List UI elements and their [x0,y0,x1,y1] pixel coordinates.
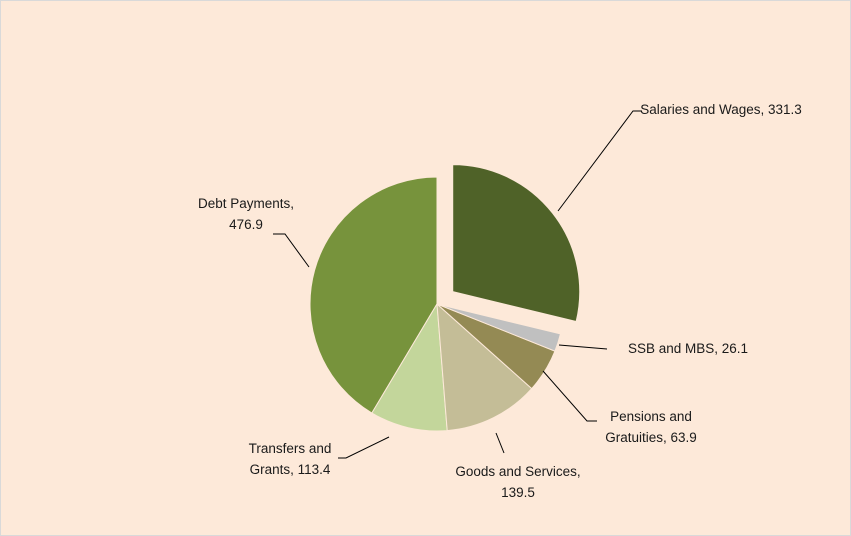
data-label: Debt Payments, 476.9 [197,196,295,232]
data-label: Goods and Services, 139.5 [455,464,581,500]
leader-lines [273,110,642,459]
leader-line [495,432,505,454]
pie-slice [452,164,581,323]
pie-slice [309,176,438,414]
pie-slice [371,302,448,432]
leader-line [558,344,608,350]
data-label: Pensions and Gratuities, 63.9 [605,409,697,445]
leader-line [542,370,597,422]
data-label: SSB and MBS, 26.1 [627,341,749,356]
data-label: Transfers and Grants, 113.4 [248,441,332,477]
leader-line [273,233,310,268]
data-label: Salaries and Wages, 331.3 [640,102,802,117]
leader-line [338,436,390,459]
pie-slice [436,303,562,352]
pie-slice [436,302,533,432]
leader-line [557,110,642,212]
